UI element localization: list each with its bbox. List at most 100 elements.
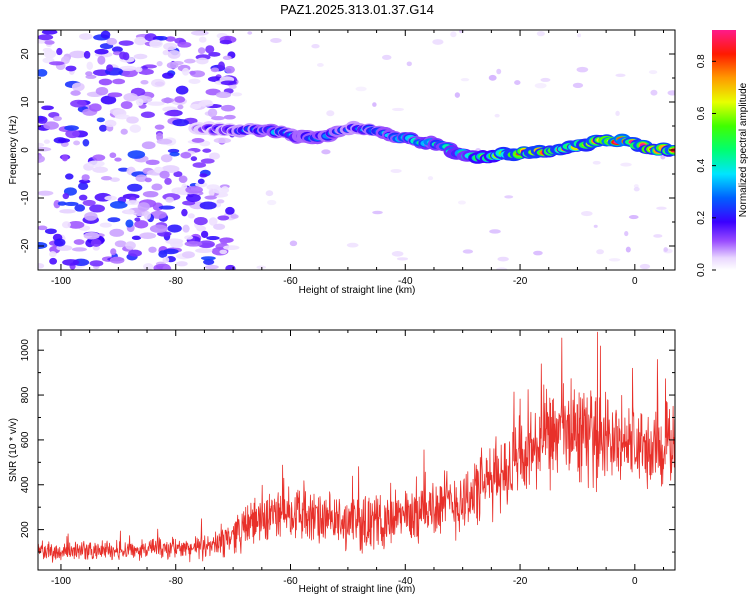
faint-blob (596, 249, 604, 255)
noise-blob (173, 171, 183, 178)
noise-blob (135, 98, 144, 106)
noise-blob (78, 179, 91, 184)
noise-blob (197, 240, 215, 249)
faint-blob (392, 107, 405, 112)
faint-blob (390, 168, 402, 173)
noise-blob (187, 213, 195, 219)
faint-blob (633, 184, 639, 188)
colorbar-label: Normalized spectral amplitude (738, 82, 749, 217)
faint-blob (489, 229, 501, 234)
noise-blob (38, 68, 48, 77)
y-tick-label: -20 (20, 238, 31, 253)
noise-blob (175, 261, 188, 267)
noise-blob (175, 85, 189, 95)
noise-blob (126, 116, 139, 124)
noise-blob (193, 216, 208, 226)
noise-blob (42, 47, 53, 53)
faint-blob (504, 195, 514, 199)
noise-blob (73, 140, 81, 146)
noise-blob (181, 67, 190, 76)
noise-blob (181, 251, 195, 259)
noise-blob (77, 182, 89, 190)
faint-blob (628, 214, 639, 220)
x-tick-label: -80 (169, 576, 184, 587)
snr-frame (37, 329, 676, 571)
x-tick-label: -40 (398, 576, 413, 587)
noise-blob (154, 124, 165, 130)
noise-blob (208, 152, 221, 160)
noise-blob (38, 190, 54, 196)
noise-blob (154, 166, 164, 174)
noise-blob (38, 154, 45, 163)
noise-blob (228, 84, 237, 90)
noise-blob (78, 194, 88, 201)
x-tick-label: -20 (513, 576, 528, 587)
noise-blob (44, 40, 55, 45)
noise-blob (56, 47, 63, 56)
noise-blob (41, 30, 58, 35)
x-tick-label: 0 (632, 576, 638, 587)
noise-blob (145, 159, 160, 166)
noise-blob (65, 173, 74, 180)
noise-blob (127, 150, 146, 159)
noise-blob (199, 201, 217, 210)
noise-blob (38, 242, 48, 249)
faint-blob (406, 61, 412, 67)
noise-blob (92, 166, 108, 173)
x-tick-label: -40 (398, 276, 413, 287)
noise-blob (167, 50, 181, 59)
noise-blob (198, 36, 207, 43)
noise-blob (114, 240, 127, 248)
noise-blob (71, 247, 87, 252)
noise-blob (137, 202, 150, 212)
noise-blob (221, 186, 229, 194)
noise-blob (123, 93, 139, 102)
faint-blob (372, 210, 383, 215)
noise-blob (204, 195, 217, 200)
x-tick-label: -80 (169, 276, 184, 287)
noise-blob (162, 264, 172, 270)
faint-blob (577, 33, 582, 38)
faint-blob (462, 249, 474, 254)
noise-blob (73, 239, 85, 245)
figure-title: PAZ1.2025.313.01.37.G14 (280, 2, 434, 17)
noise-blob (181, 208, 188, 217)
noise-blob (38, 263, 45, 269)
spectrogram-x-axis-label: Height of straight line (km) (299, 285, 416, 296)
noise-blob (204, 264, 219, 270)
faint-blob (372, 102, 377, 107)
noise-blob (49, 251, 57, 258)
faint-blob (450, 31, 457, 38)
noise-blob (177, 41, 192, 48)
noise-blob (89, 204, 105, 213)
noise-blob (135, 174, 148, 182)
noise-blob (111, 46, 123, 53)
noise-blob (109, 177, 120, 182)
noise-blob (109, 256, 125, 264)
faint-blob (576, 66, 589, 73)
noise-blob (107, 217, 121, 223)
noise-blob (131, 235, 142, 240)
faint-blob (593, 224, 598, 228)
noise-blob (156, 138, 173, 145)
noise-blob (200, 256, 216, 261)
noise-blob (53, 199, 61, 209)
faint-blob (496, 68, 502, 75)
faint-blob (608, 258, 621, 262)
noise-blob (83, 231, 100, 240)
noise-blob (215, 91, 232, 99)
noise-blob (199, 173, 208, 178)
noise-blob (83, 50, 91, 59)
noise-blob (182, 224, 190, 233)
faint-blob (639, 263, 651, 270)
noise-blob (167, 224, 182, 233)
faint-blob (580, 210, 593, 217)
noise-blob (124, 209, 135, 215)
faint-blob (534, 82, 547, 89)
faint-blob (256, 265, 267, 270)
faint-blob (656, 206, 667, 210)
spectrogram-y-axis-label: Frequency (Hz) (8, 116, 19, 185)
noise-blob (149, 39, 163, 49)
noise-blob (48, 61, 65, 66)
noise-blob (180, 151, 192, 159)
